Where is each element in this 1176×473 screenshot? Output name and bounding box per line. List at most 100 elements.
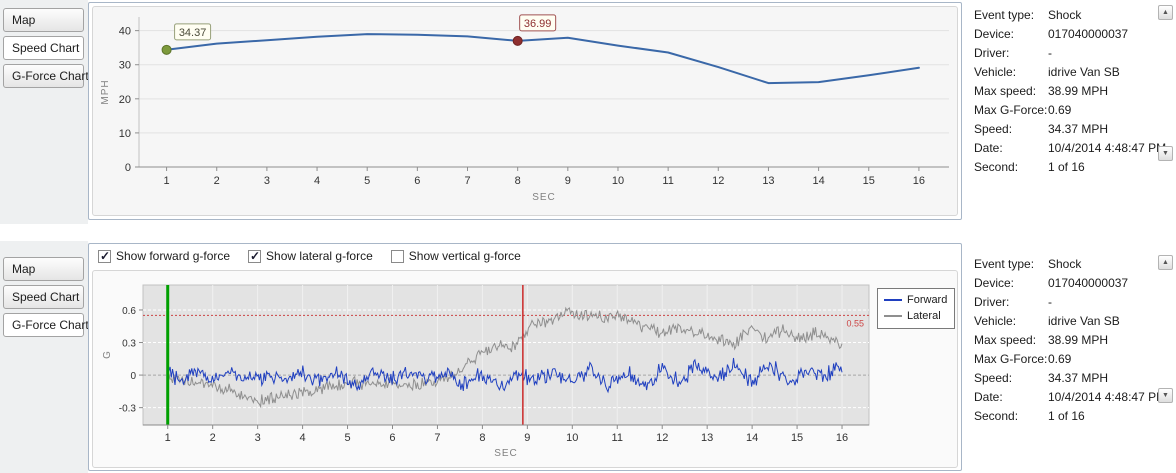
info-label: Vehicle:: [974, 314, 1017, 328]
info-label: Vehicle:: [974, 65, 1017, 79]
info-value: idrive Van SB: [1048, 65, 1120, 79]
scroll-up-icon[interactable]: ▲: [1158, 255, 1173, 270]
tab-map[interactable]: Map: [3, 257, 84, 281]
event-info-panel: Event type: Shock Device: 017040000037 Dri…: [966, 257, 1166, 428]
checkbox-show-vertical-gforce[interactable]: Show vertical g-force: [390, 249, 521, 263]
bottom-tab-column: Map Speed Chart G-Force Chart: [0, 241, 89, 473]
svg-text:2: 2: [210, 432, 216, 444]
tab-speed-chart[interactable]: Speed Chart: [3, 36, 84, 60]
info-value: 38.99 MPH: [1048, 333, 1109, 347]
svg-text:7: 7: [464, 175, 470, 187]
legend-item-forward: Forward: [884, 292, 948, 308]
svg-text:3: 3: [264, 175, 270, 187]
tab-gforce-chart[interactable]: G-Force Chart: [3, 313, 89, 337]
checkbox-show-lateral-gforce[interactable]: Show lateral g-force: [248, 249, 373, 263]
checkbox-label: Show lateral g-force: [266, 249, 373, 263]
info-value: idrive Van SB: [1048, 314, 1120, 328]
info-value: -: [1048, 295, 1052, 309]
svg-text:SEC: SEC: [494, 448, 518, 459]
svg-text:0.6: 0.6: [122, 306, 136, 317]
info-value: 1 of 16: [1048, 160, 1085, 174]
info-value: 017040000037: [1048, 276, 1129, 290]
info-value: 38.99 MPH: [1048, 84, 1109, 98]
info-label: Max G-Force:: [974, 352, 1048, 366]
svg-text:10: 10: [612, 175, 624, 187]
svg-text:36.99: 36.99: [524, 18, 552, 30]
svg-text:10: 10: [119, 128, 131, 140]
event-info-panel: Event type: Shock Device: 017040000037 Dri…: [966, 8, 1166, 179]
info-label: Max G-Force:: [974, 103, 1048, 117]
svg-text:15: 15: [791, 432, 803, 444]
checkbox-show-forward-gforce[interactable]: Show forward g-force: [98, 249, 230, 263]
info-label: Driver:: [974, 46, 1010, 60]
chart-legend: Forward Lateral: [877, 288, 955, 329]
info-label: Second:: [974, 160, 1019, 174]
scroll-down-icon[interactable]: ▼: [1158, 388, 1173, 403]
info-scrollbar[interactable]: ▲ ▼: [1158, 255, 1174, 403]
svg-text:9: 9: [565, 175, 571, 187]
svg-text:13: 13: [762, 175, 774, 187]
svg-text:MPH: MPH: [100, 79, 111, 104]
checkbox-icon: [98, 249, 111, 263]
checkbox-icon: [248, 249, 262, 263]
scroll-up-icon[interactable]: ▲: [1158, 5, 1173, 20]
checkbox-label: Show forward g-force: [116, 249, 231, 263]
tab-map[interactable]: Map: [3, 8, 84, 32]
svg-text:12: 12: [712, 175, 724, 187]
svg-text:5: 5: [364, 175, 370, 187]
gforce-chart-section: Map Speed Chart G-Force Chart Show forwa…: [0, 241, 1176, 473]
info-scrollbar[interactable]: ▲ ▼: [1158, 5, 1174, 161]
svg-text:4: 4: [314, 175, 320, 187]
info-label: Date:: [974, 390, 1003, 404]
scroll-down-icon[interactable]: ▼: [1158, 146, 1173, 161]
svg-text:5: 5: [344, 432, 350, 444]
info-value: 017040000037: [1048, 27, 1129, 41]
info-value: Shock: [1048, 8, 1082, 22]
svg-text:12: 12: [656, 432, 668, 444]
svg-text:1: 1: [165, 432, 171, 444]
svg-text:0.55: 0.55: [846, 318, 864, 328]
info-label: Device:: [974, 276, 1015, 290]
svg-text:16: 16: [913, 175, 925, 187]
info-value: 34.37 MPH: [1048, 371, 1109, 385]
info-label: Max speed:: [974, 84, 1037, 98]
svg-text:1: 1: [164, 175, 170, 187]
svg-text:30: 30: [119, 60, 131, 72]
svg-text:6: 6: [414, 175, 420, 187]
svg-text:0.3: 0.3: [122, 339, 136, 350]
speed-chart-svg[interactable]: 1 2 3 4 5 6 7 8 9 10 11 12 13 14 15 16010203040MPHSEC34…: [93, 7, 957, 215]
gforce-chart-svg[interactable]: 0.551 2 3 4 5 6 7 8 9 10 11 12 13 14 15 16-0.300.30.6GS…: [93, 271, 957, 467]
svg-text:2: 2: [214, 175, 220, 187]
checkbox-icon: [390, 249, 404, 263]
info-value: -: [1048, 46, 1052, 60]
info-label: Device:: [974, 27, 1015, 41]
speed-chart-area[interactable]: 1 2 3 4 5 6 7 8 9 10 11 12 13 14 15 16 0 10 20 30 40 MPH SEC 34…: [92, 6, 958, 216]
svg-text:7: 7: [434, 432, 440, 444]
info-label: Event type:: [974, 8, 1035, 22]
info-value: 34.37 MPH: [1048, 122, 1109, 136]
svg-text:8: 8: [479, 432, 485, 444]
tab-speed-chart[interactable]: Speed Chart: [3, 285, 84, 309]
svg-text:SEC: SEC: [532, 192, 556, 203]
legend-label: Forward: [907, 294, 948, 306]
svg-text:9: 9: [524, 432, 530, 444]
info-label: Max speed:: [974, 333, 1037, 347]
svg-text:3: 3: [255, 432, 261, 444]
svg-text:13: 13: [701, 432, 713, 444]
svg-text:G: G: [102, 351, 113, 359]
svg-text:16: 16: [836, 432, 848, 444]
svg-text:0: 0: [130, 371, 136, 382]
gforce-options-row: Show forward g-force Show lateral g-forc…: [98, 249, 521, 263]
speed-chart-panel: 1 2 3 4 5 6 7 8 9 10 11 12 13 14 15 16 0 10 20 30 40 MPH SEC 34…: [88, 2, 962, 220]
svg-text:14: 14: [812, 175, 824, 187]
info-label: Event type:: [974, 257, 1035, 271]
legend-item-lateral: Lateral: [884, 308, 948, 324]
forward-line-icon: [884, 299, 902, 301]
info-value: 0.69: [1048, 352, 1072, 366]
gforce-chart-area[interactable]: 0.55 1 2 3 4 5 6 7 8 9 10 11 12 13 14 15 16 -0.3 0 0.3 0.6 G S…: [92, 270, 958, 468]
lateral-line-icon: [884, 315, 902, 317]
tab-gforce-chart[interactable]: G-Force Chart: [3, 64, 89, 88]
svg-text:34.37: 34.37: [179, 27, 207, 39]
svg-text:8: 8: [515, 175, 521, 187]
